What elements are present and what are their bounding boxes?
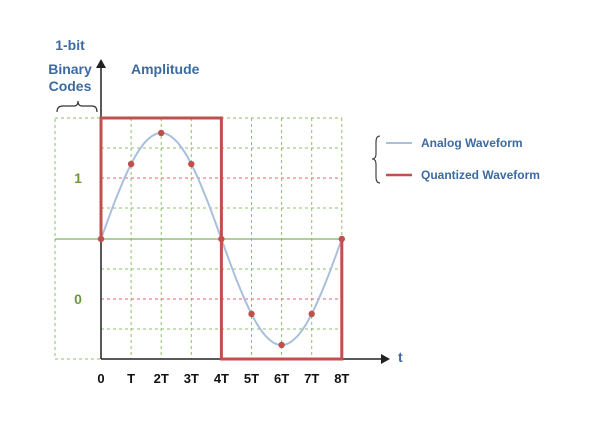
x-tick-label: 2T (154, 371, 169, 386)
x-tick-label: 4T (214, 371, 229, 386)
x-tick-label: 0 (97, 371, 104, 386)
legend: Analog Waveform Quantized Waveform (371, 135, 540, 184)
sample-point (308, 310, 315, 318)
code-high-label: 1 (74, 170, 82, 186)
x-axis-arrow-icon (381, 354, 390, 364)
sample-point (248, 310, 255, 318)
x-tick-label: 8T (334, 371, 349, 386)
x-tick-label: 5T (244, 371, 259, 386)
x-axis-label: t (398, 349, 403, 365)
sample-points (97, 129, 345, 349)
sample-point (97, 235, 105, 243)
code-low-label: 0 (74, 291, 82, 307)
sample-point (188, 160, 195, 168)
y-axis-label: Amplitude (131, 61, 200, 77)
sample-point (278, 341, 285, 349)
codes-title-line2: Binary (48, 61, 92, 77)
legend-quantized-label: Quantized Waveform (421, 168, 540, 182)
codes-title-line1: 1-bit (55, 37, 85, 53)
codes-title-line3: Codes (49, 78, 92, 94)
sample-point (338, 235, 345, 243)
legend-analog-label: Analog Waveform (421, 136, 523, 150)
legend-brace-icon (371, 135, 381, 184)
x-tick-label: 3T (184, 371, 199, 386)
x-tick-label: 6T (274, 371, 289, 386)
x-tick-label: T (127, 371, 135, 386)
y-axis-arrow-icon (96, 59, 106, 68)
sample-point (218, 235, 225, 243)
x-tick-label: 7T (304, 371, 319, 386)
x-tick-labels: 0 T 2T 3T 4T 5T 6T 7T 8T (97, 371, 349, 386)
codes-brace-icon (56, 100, 98, 113)
sample-point (158, 129, 165, 137)
sample-point (127, 160, 135, 168)
